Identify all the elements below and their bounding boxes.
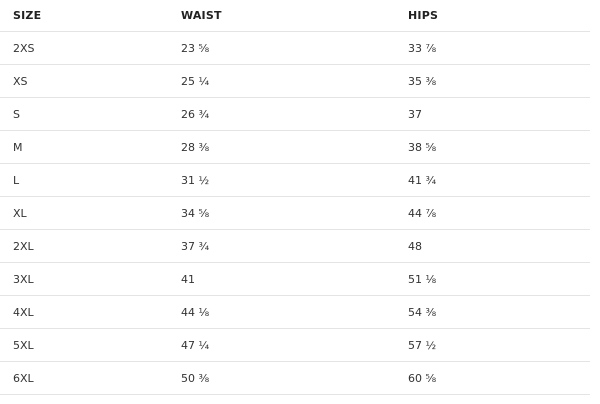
table-row: XS 25 ¼ 35 ⅜ — [0, 64, 590, 98]
table-cell: 48 — [395, 229, 590, 263]
table-cell: 60 ⅝ — [395, 361, 590, 395]
table-cell: 34 ⅝ — [168, 196, 395, 230]
table-cell: 44 ⅞ — [395, 196, 590, 230]
column-header: WAIST — [168, 0, 395, 32]
column-header: SIZE — [0, 0, 168, 32]
table-cell: 41 — [168, 262, 395, 296]
table-cell: 31 ½ — [168, 163, 395, 197]
table-cell: 28 ⅜ — [168, 130, 395, 164]
table-cell: 54 ⅜ — [395, 295, 590, 329]
table-cell: XL — [0, 196, 168, 230]
table-row: XL 34 ⅝ 44 ⅞ — [0, 196, 590, 230]
table-cell: S — [0, 97, 168, 131]
table-body: 2XS 23 ⅝ 33 ⅞ XS 25 ¼ 35 ⅜ S 26 ¾ 37 M 28 ⅜ 38 ⅝ L 31… — [0, 31, 590, 395]
table-row: 6XL 50 ⅜ 60 ⅝ — [0, 361, 590, 395]
table-row: 4XL 44 ⅛ 54 ⅜ — [0, 295, 590, 329]
table-cell: L — [0, 163, 168, 197]
table-row: 3XL 41 51 ⅛ — [0, 262, 590, 296]
table-row: 5XL 47 ¼ 57 ½ — [0, 328, 590, 362]
table-cell: XS — [0, 64, 168, 98]
table-cell: 4XL — [0, 295, 168, 329]
table-cell: 23 ⅝ — [168, 31, 395, 65]
table-cell: 2XS — [0, 31, 168, 65]
table-cell: 37 ¾ — [168, 229, 395, 263]
table-cell: 44 ⅛ — [168, 295, 395, 329]
table-row: L 31 ½ 41 ¾ — [0, 163, 590, 197]
table-cell: 35 ⅜ — [395, 64, 590, 98]
table-row: M 28 ⅜ 38 ⅝ — [0, 130, 590, 164]
table-row: S 26 ¾ 37 — [0, 97, 590, 131]
table-cell: 57 ½ — [395, 328, 590, 362]
table-cell: 38 ⅝ — [395, 130, 590, 164]
table-cell: 37 — [395, 97, 590, 131]
table-cell: M — [0, 130, 168, 164]
table-cell: 25 ¼ — [168, 64, 395, 98]
table-cell: 47 ¼ — [168, 328, 395, 362]
table-cell: 2XL — [0, 229, 168, 263]
table-cell: 5XL — [0, 328, 168, 362]
table-row: 2XL 37 ¾ 48 — [0, 229, 590, 263]
table-cell: 41 ¾ — [395, 163, 590, 197]
table-cell: 3XL — [0, 262, 168, 296]
table-cell: 33 ⅞ — [395, 31, 590, 65]
header-row: SIZE WAIST HIPS — [0, 0, 590, 32]
table-cell: 50 ⅜ — [168, 361, 395, 395]
table-row: 2XS 23 ⅝ 33 ⅞ — [0, 31, 590, 65]
table-cell: 51 ⅛ — [395, 262, 590, 296]
table-cell: 26 ¾ — [168, 97, 395, 131]
table-cell: 6XL — [0, 361, 168, 395]
column-header: HIPS — [395, 0, 590, 32]
size-table: SIZE WAIST HIPS 2XS 23 ⅝ 33 ⅞ XS 25 ¼ 35 ⅜ S 26 ¾… — [0, 0, 590, 395]
